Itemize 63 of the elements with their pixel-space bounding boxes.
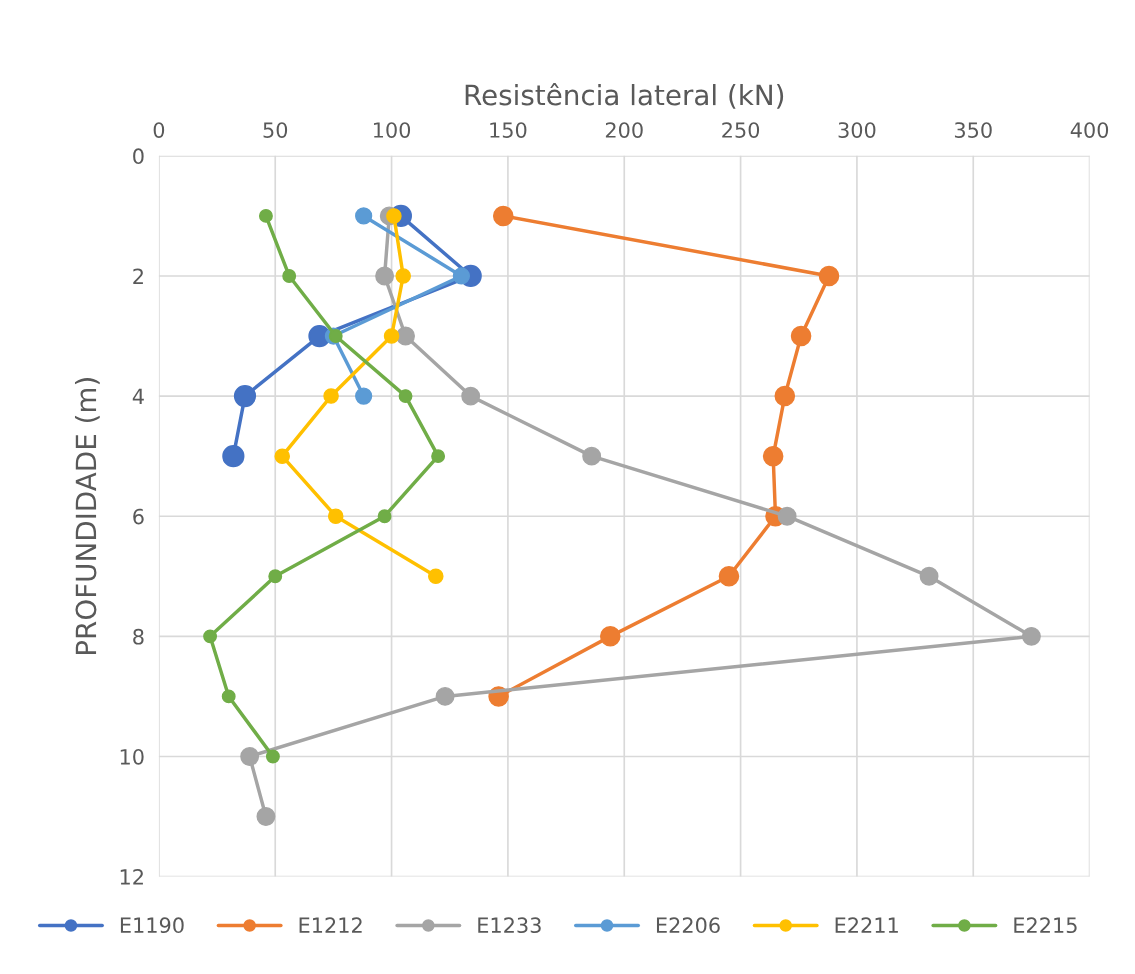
point bbox=[233, 384, 257, 408]
point bbox=[327, 508, 344, 524]
point bbox=[600, 626, 621, 647]
x-tick-label: 250 bbox=[722, 122, 760, 138]
point bbox=[355, 207, 373, 225]
point bbox=[383, 328, 400, 344]
y-tick-label: 10 bbox=[120, 748, 144, 765]
point bbox=[396, 326, 415, 346]
x-tick-label: 100 bbox=[373, 122, 411, 138]
legend-label: E2215 bbox=[1014, 917, 1077, 934]
point bbox=[274, 448, 290, 464]
point bbox=[323, 388, 339, 404]
point bbox=[428, 568, 444, 585]
point bbox=[240, 747, 260, 766]
x-tick-label: 300 bbox=[838, 122, 876, 138]
x-tick-label: 50 bbox=[263, 122, 288, 138]
x-tick-label: 350 bbox=[954, 122, 992, 138]
legend-label: E2206 bbox=[656, 917, 720, 934]
y-tick-label: 6 bbox=[133, 508, 144, 525]
point bbox=[435, 686, 455, 706]
x-axis-title: Resistência lateral (kN) bbox=[465, 82, 784, 109]
point bbox=[790, 325, 812, 347]
point bbox=[377, 509, 392, 524]
point bbox=[398, 389, 413, 404]
point bbox=[375, 266, 395, 286]
legend-label: E2211 bbox=[835, 917, 898, 933]
point bbox=[328, 329, 343, 343]
point bbox=[386, 208, 402, 224]
point bbox=[355, 387, 373, 405]
y-tick-label: 8 bbox=[133, 628, 144, 645]
point bbox=[258, 208, 273, 223]
point bbox=[582, 446, 602, 466]
point bbox=[1021, 626, 1041, 646]
point bbox=[268, 569, 283, 584]
x-tick-label: 400 bbox=[1070, 122, 1109, 138]
point bbox=[718, 566, 740, 587]
point bbox=[774, 385, 796, 407]
y-tick-label: 4 bbox=[132, 388, 144, 405]
y-tick-label: 2 bbox=[133, 268, 143, 284]
point bbox=[492, 205, 514, 227]
point bbox=[395, 268, 411, 284]
point bbox=[431, 449, 446, 464]
point bbox=[818, 265, 840, 287]
point bbox=[256, 807, 276, 826]
point bbox=[762, 445, 784, 467]
legend-label: E1190 bbox=[120, 917, 184, 934]
x-tick-label: 200 bbox=[605, 122, 643, 138]
point bbox=[265, 749, 280, 764]
point bbox=[452, 267, 470, 285]
point bbox=[221, 689, 236, 704]
point bbox=[777, 506, 797, 526]
point bbox=[461, 386, 481, 406]
x-tick-label: 150 bbox=[490, 122, 527, 138]
legend-label: E1212 bbox=[299, 917, 362, 933]
point bbox=[282, 269, 297, 283]
x-tick-label: 0 bbox=[153, 122, 165, 138]
y-axis-title: PROFUNDIDADE (m) bbox=[74, 378, 100, 654]
legend-label: E1233 bbox=[478, 917, 541, 934]
y-tick-label: 0 bbox=[133, 148, 144, 165]
point bbox=[203, 629, 218, 644]
point bbox=[222, 445, 245, 468]
point bbox=[919, 566, 939, 586]
y-tick-label: 12 bbox=[120, 869, 143, 885]
